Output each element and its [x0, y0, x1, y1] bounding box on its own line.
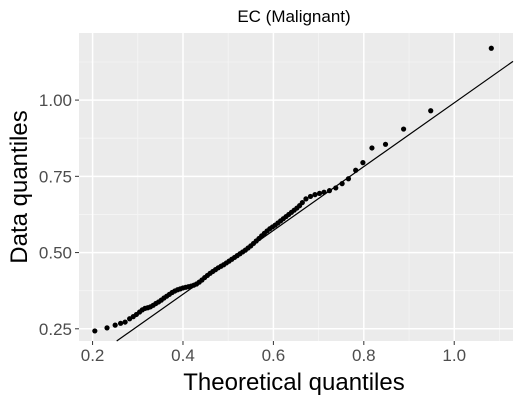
- data-point: [428, 108, 434, 114]
- x-tick-label: 0.2: [81, 346, 105, 365]
- data-point: [333, 185, 339, 191]
- data-point: [92, 328, 98, 334]
- data-point: [112, 322, 118, 328]
- data-point: [353, 167, 359, 173]
- y-axis-title: Data quantiles: [6, 110, 33, 263]
- y-tick-label: 0.25: [39, 320, 72, 339]
- data-point: [321, 189, 327, 195]
- y-tick-label: 0.75: [39, 167, 72, 186]
- x-axis-title: Theoretical quantiles: [183, 369, 404, 396]
- y-tick-label: 1.00: [39, 91, 72, 110]
- data-point: [299, 199, 305, 206]
- data-point: [104, 325, 110, 331]
- data-point: [303, 196, 309, 202]
- data-point: [369, 145, 375, 151]
- y-tick-label: 0.50: [39, 244, 72, 263]
- y-axis: 0.25 0.50 0.75 1.00: [39, 91, 79, 339]
- data-point: [122, 319, 128, 325]
- x-tick-label: 1.0: [442, 346, 466, 365]
- data-point: [360, 160, 366, 166]
- data-point: [339, 181, 345, 187]
- reference-line: [116, 60, 514, 342]
- plot-panel: [79, 33, 513, 341]
- chart-title: EC (Malignant): [237, 7, 350, 26]
- data-point: [307, 193, 314, 200]
- data-point: [117, 320, 124, 326]
- data-points: [92, 45, 494, 334]
- grid-minor: [79, 33, 513, 341]
- x-axis: 0.2 0.4 0.6 0.8 1.0: [81, 341, 466, 365]
- data-point: [400, 126, 407, 132]
- x-tick-label: 0.6: [262, 346, 286, 365]
- data-point: [326, 188, 333, 194]
- data-point: [316, 190, 323, 197]
- x-tick-label: 0.8: [352, 346, 376, 365]
- data-point: [488, 45, 494, 51]
- x-tick-label: 0.4: [171, 346, 195, 365]
- grid-major: [79, 33, 513, 341]
- data-point: [382, 141, 389, 147]
- data-point: [312, 192, 318, 198]
- data-point: [345, 176, 352, 182]
